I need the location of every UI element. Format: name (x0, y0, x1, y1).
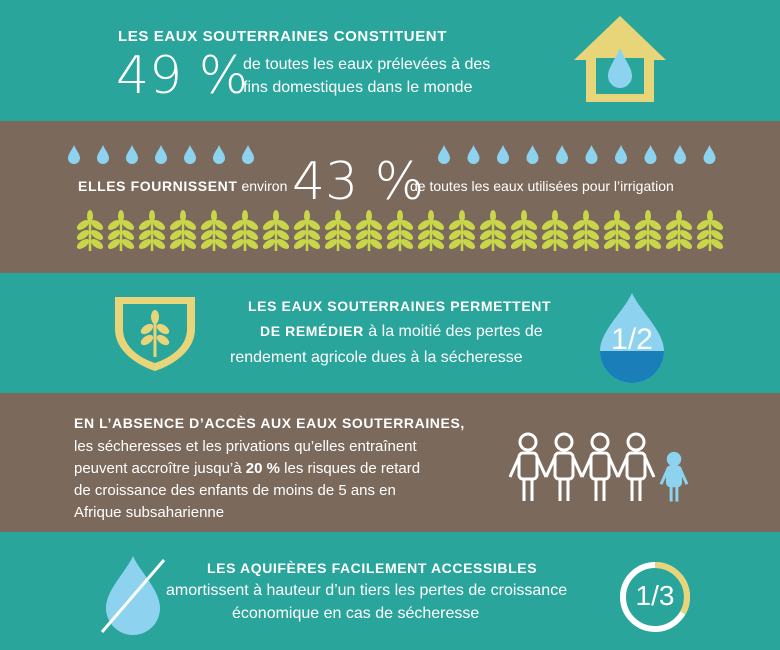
wheat-icon (76, 210, 104, 251)
wheat-icon (262, 210, 290, 251)
shield-wheat-icon (115, 297, 195, 371)
body-line: de toutes les eaux prélevées à des (243, 56, 491, 73)
emphasis-percent: 20 % (245, 460, 280, 477)
wheat-icon (696, 210, 724, 251)
body-line: Afrique subsaharienne (74, 504, 225, 521)
section-child-growth: EN L’ABSENCE D’ACCÈS AUX EAUX SOUTERRAIN… (0, 393, 780, 532)
body-text: à la moitié des pertes de (368, 323, 543, 340)
wheat-icon (386, 210, 414, 251)
wheat-icon (541, 210, 569, 251)
droplet-icon (126, 145, 138, 164)
droplet-icon (242, 145, 254, 164)
body-line: de croissance des enfants de moins de 5 … (74, 482, 396, 499)
section-heading: LES AQUIFÈRES FACILEMENT ACCESSIBLES (207, 560, 538, 576)
droplet-icon (438, 145, 450, 164)
section-economic-losses: LES AQUIFÈRES FACILEMENT ACCESSIBLES amo… (0, 532, 780, 650)
section-heading: LES EAUX SOUTERRAINES PERMETTENT (248, 298, 552, 314)
droplet-icon (674, 145, 686, 164)
body-line: DE REMÉDIER à la moitié des pertes de (260, 323, 543, 341)
body-line: rendement agricole dues à la sécheresse (230, 349, 523, 366)
child-figure-icon (616, 432, 656, 501)
ring-third-icon (620, 562, 690, 632)
droplet-icon (97, 145, 109, 164)
section-irrigation: ELLES FOURNISSENT environ 43 % de toutes… (0, 121, 780, 273)
wheat-icon (448, 210, 476, 251)
fraction-label: 1/3 (635, 580, 675, 611)
wheat-icon (200, 210, 228, 251)
child-figure-icon (508, 432, 548, 501)
half-drop-icon (600, 293, 664, 383)
lead-bold: ELLES FOURNISSENT (78, 178, 238, 194)
ring-progress-arc (620, 562, 690, 632)
fraction-label: 1/2 (611, 323, 653, 356)
children-group-icon (508, 432, 689, 502)
droplet-icon (155, 145, 167, 164)
droplet-icon (703, 145, 716, 164)
body-line: amortissent à hauteur d’un tiers les per… (166, 582, 568, 599)
child-figure-icon (659, 451, 689, 502)
droplet-icon (467, 145, 480, 164)
house-water-icon (574, 16, 666, 102)
tail-text: de toutes les eaux utilisées pour l’irri… (410, 178, 674, 194)
section-heading: EN L’ABSENCE D’ACCÈS AUX EAUX SOUTERRAIN… (74, 415, 465, 431)
big-percentage: 43 % (292, 152, 425, 212)
lead-line: ELLES FOURNISSENT environ (78, 178, 287, 194)
droplet-icon (184, 145, 196, 164)
droplet-icon (644, 145, 657, 164)
droplet-icon (556, 145, 568, 164)
wheat-icon (107, 210, 135, 251)
droplet-icon (615, 145, 627, 164)
wheat-icon (293, 210, 321, 251)
section-heading: LES EAUX SOUTERRAINES CONSTITUENT (118, 28, 447, 45)
crossed-drop-icon (100, 556, 166, 635)
droplet-row-left (68, 145, 254, 164)
droplet-icon (526, 145, 539, 164)
wheat-icon (169, 210, 197, 251)
child-figure-icon (580, 432, 620, 501)
body-line: fins domestiques dans le monde (243, 79, 473, 96)
wheat-icon (417, 210, 445, 251)
wheat-icon (231, 210, 259, 251)
wheat-icon (572, 210, 600, 251)
body-line: les sécheresses et les privations qu’ell… (74, 438, 417, 455)
droplet-icon (585, 145, 598, 164)
wheat-icon (355, 210, 383, 251)
droplet-icon (68, 145, 80, 164)
section-domestic-use: LES EAUX SOUTERRAINES CONSTITUENT 49 % d… (0, 0, 780, 121)
body-line: économique en cas de sécheresse (232, 605, 480, 622)
wheat-icon (479, 210, 507, 251)
wheat-icon (510, 210, 538, 251)
wheat-row (76, 210, 724, 251)
emphasis: DE REMÉDIER (260, 323, 364, 339)
wheat-icon (138, 210, 166, 251)
body-line: peuvent accroître jusqu’à 20 % les risqu… (74, 460, 420, 477)
wheat-icon (603, 210, 631, 251)
big-percentage: 49 % (116, 46, 249, 106)
droplet-icon (497, 145, 509, 164)
wheat-icon (665, 210, 693, 251)
body-text: les risques de retard (284, 460, 421, 477)
wheat-icon (634, 210, 662, 251)
body-text: peuvent accroître jusqu’à (74, 460, 242, 477)
section-yield-losses: LES EAUX SOUTERRAINES PERMETTENT DE REMÉ… (0, 273, 780, 393)
droplet-icon (213, 145, 225, 164)
child-figure-icon (544, 432, 584, 501)
wheat-icon (324, 210, 352, 251)
droplet-row-right (438, 145, 716, 164)
lead-text: environ (241, 178, 288, 194)
